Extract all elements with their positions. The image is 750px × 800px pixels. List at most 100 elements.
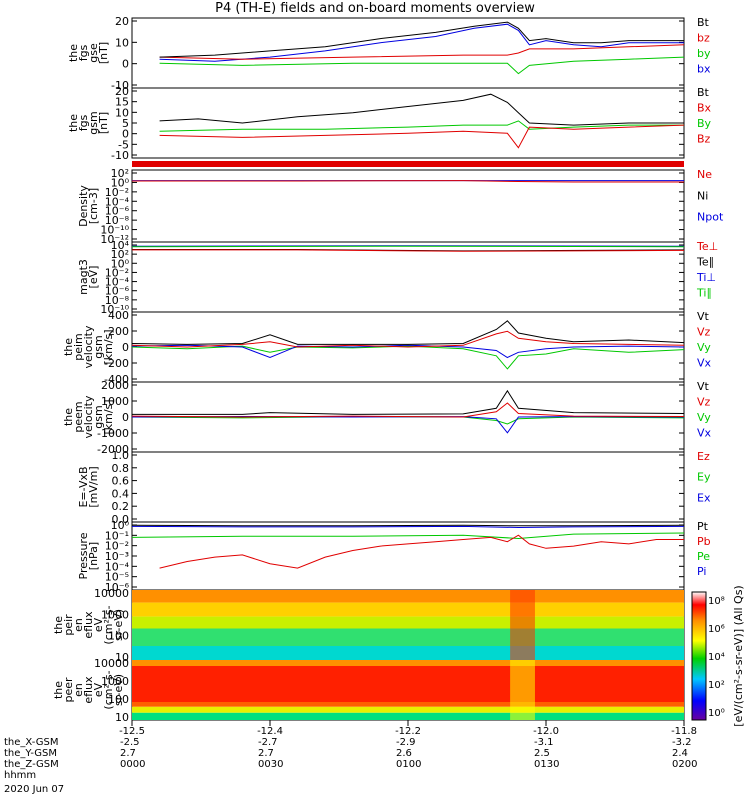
x-row-label: the_Y-GSM: [4, 748, 57, 759]
colorbar-tick-label: 10²: [708, 680, 725, 691]
x-tick-label: -11.8: [671, 726, 697, 737]
ion-flux-event-column: [510, 590, 535, 660]
pressure-ytick-label: 10⁻⁴: [105, 560, 130, 573]
efield-ytick-label: 1.0: [112, 449, 130, 462]
electron-velocity-ytick-label: -1000: [97, 427, 129, 440]
ion-flux-ytick-label: 1000: [101, 608, 129, 621]
electron-velocity-series-Vx: [131, 415, 685, 434]
fgs-gsm-legend-Bz: Bz: [697, 133, 711, 146]
density-ytick-label: 10⁻²: [105, 186, 129, 199]
fgs-gse-series-Bt: [159, 21, 684, 58]
temperature-ytick-label: 10⁻¹⁰: [100, 303, 129, 316]
x-tick-label: -3.2: [672, 737, 692, 748]
pressure-ytick-label: 10⁻⁶: [105, 581, 130, 594]
density-legend-Ne: Ne: [697, 168, 712, 181]
x-tick-label: -12.4: [257, 726, 283, 737]
fgs-gse-ylabel: thefgsgse[nT]: [67, 42, 110, 64]
density-ytick-label: 10⁰: [111, 176, 130, 189]
temperature-series-Te⊥: [132, 249, 685, 252]
fgs-gsm-frame: [131, 87, 685, 159]
ion-velocity-legend-Vt: Vt: [697, 310, 710, 323]
x-tick-label: -12.0: [533, 726, 559, 737]
pressure-series-Pi: [131, 525, 685, 529]
pressure-legend-Pb: Pb: [697, 535, 711, 548]
x-tick-label: 0130: [534, 759, 559, 770]
x-tick-label: 2.5: [534, 748, 550, 759]
pressure-legend-Pe: Pe: [697, 550, 710, 563]
density-ytick-label: 10⁻¹⁰: [100, 224, 129, 237]
electron-flux-ytick-label: 10000: [94, 657, 129, 670]
density-legend-Ni: Ni: [697, 189, 708, 202]
temperature-legend-Te⊥: Te⊥: [696, 240, 718, 253]
electron-velocity-series-Vz: [131, 402, 685, 418]
x-tick-label: -12.5: [119, 726, 145, 737]
electron-flux-spectrogram: [132, 660, 684, 720]
electron-velocity-series-Vt: [132, 389, 685, 415]
efield-ytick-label: 0.2: [112, 500, 130, 513]
electron-velocity-ytick-label: -2000: [97, 443, 129, 456]
ion-velocity-legend-Vx: Vx: [697, 357, 712, 370]
electron-velocity-ytick-label: 0: [122, 411, 129, 424]
electron-velocity-series-Vy: [131, 416, 685, 425]
x-tick-label: 2.4: [672, 748, 688, 759]
efield-ylabel: E=-VxB[mV/m]: [77, 466, 100, 507]
electron-flux-ytick-label: 100: [108, 693, 129, 706]
x-tick-label: 0100: [396, 759, 421, 770]
pressure-ytick-label: 10⁻²: [105, 540, 129, 553]
ion-velocity-ytick-label: -400: [104, 373, 129, 386]
x-tick-label: 0200: [672, 759, 697, 770]
fgs-gsm-ytick-label: 15: [115, 96, 129, 109]
ion-velocity-legend-Vz: Vz: [697, 326, 711, 339]
efield-ytick-label: 0.0: [112, 513, 130, 526]
x-tick-label: 2.6: [396, 748, 412, 759]
x-row-label: the_Z-GSM: [4, 759, 59, 770]
x-tick-label: -2.5: [120, 737, 140, 748]
fgs-gsm-legend-Bt: Bt: [697, 86, 710, 99]
electron-flux-band-3: [132, 706, 684, 713]
temperature-legend-Ti⊥: Ti⊥: [696, 271, 716, 284]
efield-legend-Ez: Ez: [697, 450, 710, 463]
pressure-ytick-label: 10⁻⁵: [105, 571, 129, 584]
ion-velocity-ytick-label: 0: [122, 341, 129, 354]
ion-flux-ylabel: thepeirenefluxeV(cm²-s-sr-eV): [52, 605, 125, 644]
ion-velocity-series-Vz: [131, 330, 685, 348]
x-tick-label: -12.2: [395, 726, 421, 737]
fgs-gsm-ytick-label: -10: [111, 149, 129, 162]
density-ylabel: Density[cm-3]: [77, 185, 100, 227]
fgs-gsm-ytick-label: 5: [122, 117, 129, 130]
temperature-ytick-label: 10²: [111, 248, 129, 261]
ion-velocity-ylabel: thepeimvelocitygsm[km/s]: [62, 325, 115, 368]
ion-velocity-ytick-label: -200: [104, 357, 129, 370]
ion-velocity-series-Vx: [131, 344, 685, 359]
temperature-ytick-label: 10⁻²: [105, 266, 129, 279]
fgs-gse-legend-Bt: Bt: [697, 16, 710, 29]
density-legend-Npot: Npot: [697, 211, 724, 224]
density-ytick-label: 10⁻⁴: [105, 195, 130, 208]
electron-velocity-ylabel: thepeemvelocitygsm[km/s]: [62, 395, 115, 438]
ion-flux-spectrogram: [132, 590, 684, 660]
ion-velocity-legend-Vy: Vy: [697, 341, 711, 354]
electron-flux-band-1: [132, 666, 684, 702]
fgs-gse-legend-by: by: [697, 47, 711, 60]
fgs-gsm-series-By: [159, 120, 684, 132]
fgs-gse-series-bx: [159, 23, 684, 62]
efield-ytick-label: 0.6: [112, 475, 130, 488]
panel-electron-velocity: 2000 1000 0 -1000 -2000 thepeemvelocitygsm[km…: [62, 379, 712, 456]
electron-flux-ytick-label: 10: [115, 711, 129, 724]
electron-flux-band-2: [132, 702, 684, 707]
fgs-gsm-ylabel: thefgsgsm[nT]: [67, 111, 110, 134]
electron-velocity-ytick-label: 1000: [101, 395, 129, 408]
time-axis: -12.5-2.52.70000-12.4-2.72.70030-12.2-2.…: [4, 720, 697, 795]
electron-velocity-ytick-label: 2000: [101, 379, 129, 392]
fgs-gse-legend-bz: bz: [697, 32, 710, 45]
temperature-ytick-label: 10⁻⁸: [105, 294, 130, 307]
electron-flux-ylabel: thepeerenefluxeV(cm²-s-sr-eV): [52, 670, 125, 709]
plot-date: 2020 Jun 07: [4, 784, 64, 795]
temperature-frame: [131, 241, 685, 313]
fgs-gsm-series-Bx: [159, 124, 685, 149]
temperature-ytick-label: 10⁻⁶: [105, 285, 130, 298]
pressure-frame: [131, 521, 685, 591]
